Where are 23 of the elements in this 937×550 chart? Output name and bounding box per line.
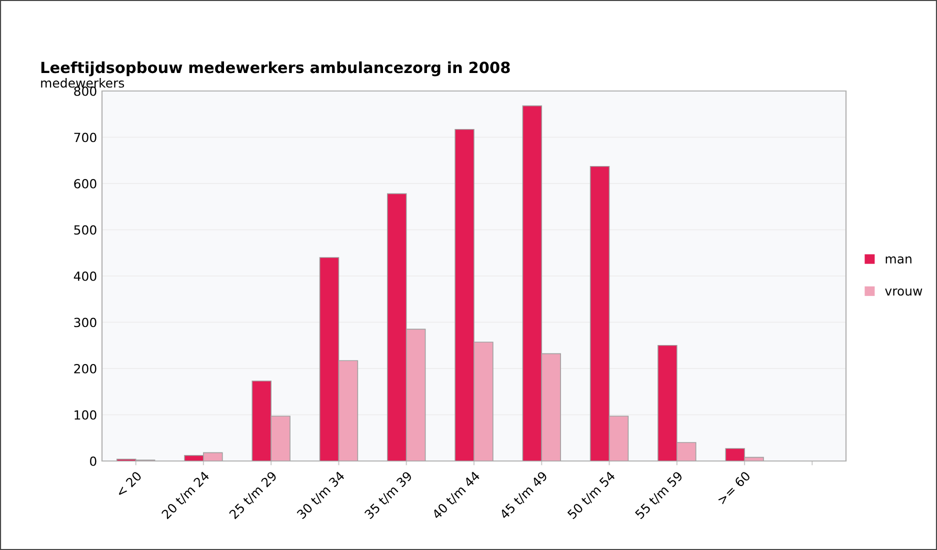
y-tick-label: 500 xyxy=(74,225,96,235)
x-tick-label: 45 t/m 49 xyxy=(499,470,549,520)
y-tick-label: 0 xyxy=(90,456,96,466)
y-tick-label: 100 xyxy=(74,410,96,420)
y-tick-label: 700 xyxy=(74,132,96,142)
legend-label: man xyxy=(886,256,912,264)
x-tick-label: 50 t/m 54 xyxy=(566,470,616,520)
y-tick-label: 300 xyxy=(74,318,96,328)
x-tick-label: >= 60 xyxy=(716,470,751,505)
x-tick-label: 40 t/m 44 xyxy=(431,470,482,520)
x-tick-label: 20 t/m 24 xyxy=(161,470,210,520)
x-tick-label: 35 t/m 39 xyxy=(364,470,414,520)
y-tick-label: 200 xyxy=(74,364,96,374)
y-axis-title: medewerkers xyxy=(41,78,124,88)
x-tick-label: 25 t/m 29 xyxy=(228,470,278,520)
x-tick-label: 55 t/m 59 xyxy=(634,470,684,520)
y-tick-label: 600 xyxy=(74,178,96,188)
x-tick-label: < 20 xyxy=(115,470,142,498)
x-tick-label: 30 t/m 34 xyxy=(296,470,346,520)
y-tick-label: 400 xyxy=(74,271,96,281)
chart-title: Leeftijdsopbouw medewerkers ambulancezorg in 2008 xyxy=(41,61,510,76)
y-tick-label: 800 xyxy=(74,86,96,96)
legend-label: vrouw xyxy=(885,288,922,296)
